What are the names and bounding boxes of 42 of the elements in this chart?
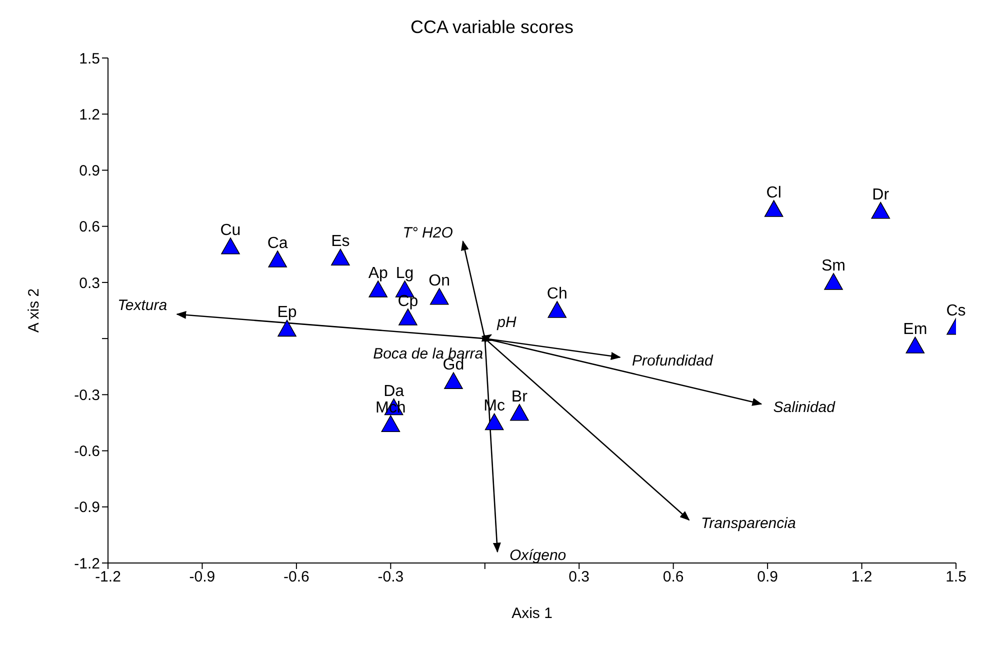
- annotation: Cu: [220, 222, 241, 239]
- annotation: Cl: [766, 184, 782, 202]
- annotation: Dr: [872, 186, 890, 204]
- x-tick-label: -0.6: [284, 568, 310, 586]
- annotation: Br: [511, 388, 528, 406]
- annotation: Lg: [396, 264, 414, 282]
- series-label: T° H2O: [402, 224, 454, 242]
- annotation: Da: [384, 382, 404, 400]
- annotation: Ap: [368, 264, 388, 282]
- annotation: Ch: [546, 286, 568, 302]
- annotation: Sm: [822, 257, 846, 274]
- annotation: Cp: [398, 292, 418, 310]
- y-tick-label: 0.9: [79, 162, 100, 180]
- annotation: Es: [331, 233, 350, 250]
- x-tick-label: -0.9: [189, 568, 216, 586]
- x-tick-label: 0.6: [662, 568, 684, 586]
- x-tick-label: 0.3: [568, 568, 590, 586]
- x-tick-label: 1.5: [946, 568, 966, 586]
- annotation: On: [428, 272, 450, 290]
- series-label: Oxígeno: [509, 546, 566, 564]
- y-tick-label: 0.6: [79, 218, 100, 236]
- x-tick-label: 0.9: [757, 568, 778, 586]
- series-label: Salinidad: [773, 399, 836, 416]
- y-tick-label: 1.2: [79, 106, 100, 124]
- y-tick-label: 0.3: [79, 274, 100, 292]
- series-label: Profundidad: [632, 352, 714, 370]
- y-tick-label: -0.9: [74, 499, 100, 516]
- series-label: Textura: [118, 297, 168, 314]
- x-axis-title: Axis 1: [512, 605, 552, 622]
- annotation: Cs: [946, 302, 966, 320]
- x-tick-label: -0.3: [378, 568, 404, 586]
- series-label: pH: [496, 314, 517, 331]
- series-label: Transparencia: [701, 514, 796, 532]
- annotation: Ep: [277, 304, 297, 322]
- x-tick-label: 1.2: [851, 568, 872, 586]
- chart-title: CCA variable scores: [410, 17, 574, 37]
- annotation: Ca: [267, 235, 288, 252]
- y-tick-label: 1.5: [79, 50, 100, 68]
- y-tick-label: -0.3: [74, 386, 100, 404]
- annotation: Em: [903, 321, 928, 338]
- y-tick-label: -0.6: [74, 443, 100, 460]
- y-axis-title: A xis 2: [25, 288, 42, 333]
